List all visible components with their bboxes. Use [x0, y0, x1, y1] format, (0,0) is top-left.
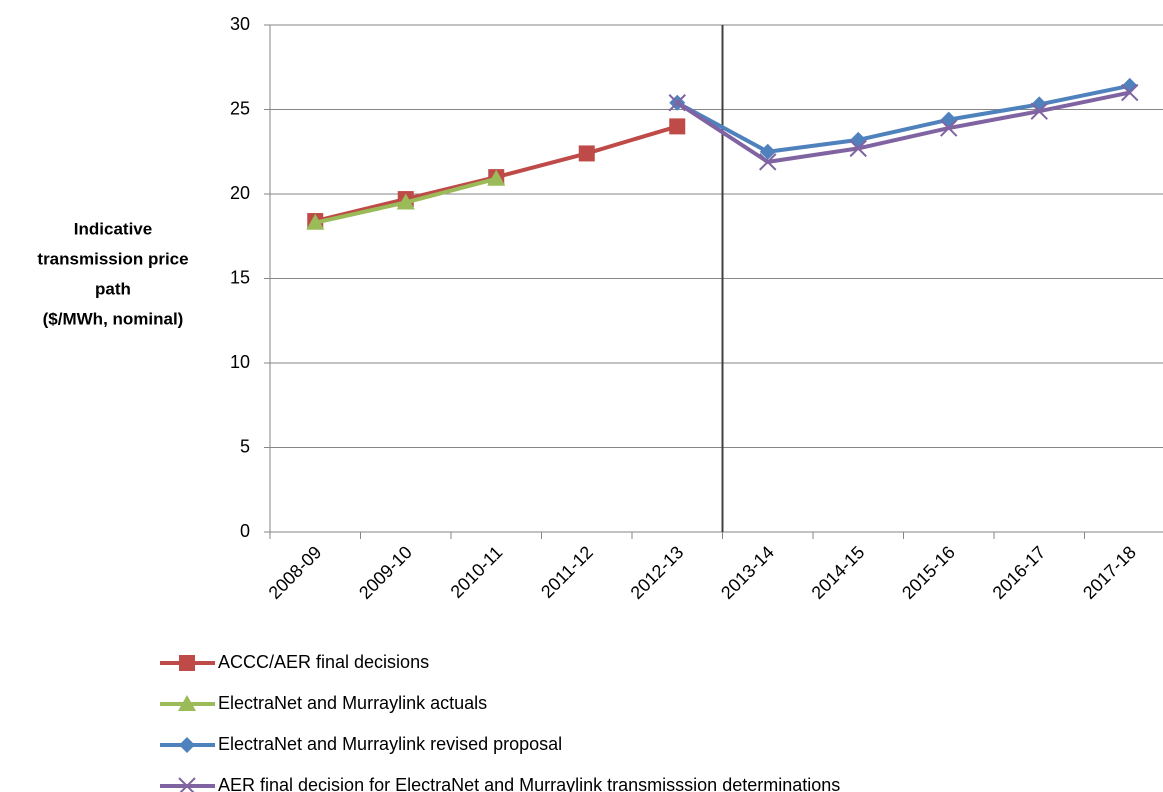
y-axis-label: transmission price [37, 249, 188, 268]
y-tick-label: 30 [230, 14, 250, 34]
marker [759, 143, 776, 160]
y-axis-label: ($/MWh, nominal) [43, 309, 184, 328]
marker [1121, 83, 1139, 102]
y-tick-label: 15 [230, 267, 250, 287]
y-tick-label: 25 [230, 98, 250, 118]
marker [179, 737, 195, 753]
x-tick-label: 2009-10 [355, 542, 416, 603]
marker [396, 193, 415, 210]
x-tick-label: 2017-18 [1079, 542, 1140, 603]
series-line [676, 83, 1131, 154]
marker [306, 213, 325, 230]
marker [178, 695, 196, 711]
x-tick-label: 2012-13 [627, 542, 688, 603]
y-tick-label: 20 [230, 183, 250, 203]
y-axis-label: Indicative [74, 219, 152, 238]
y-tick-label: 5 [240, 436, 250, 456]
marker [1030, 102, 1048, 120]
x-tick-label: 2014-15 [808, 542, 869, 603]
legend-label: ACCC/AER final decisions [218, 652, 429, 672]
x-tick-label: 2013-14 [717, 542, 778, 603]
marker [759, 153, 777, 171]
x-tick-label: 2015-16 [898, 542, 959, 603]
x-tick-label: 2011-12 [537, 542, 597, 602]
marker [940, 119, 958, 137]
marker [669, 118, 686, 135]
y-tick-label: 0 [240, 521, 250, 541]
marker [578, 145, 595, 162]
x-tick-label: 2008-09 [265, 542, 326, 603]
marker [178, 777, 196, 792]
legend-label: ElectraNet and Murraylink actuals [218, 693, 487, 713]
y-axis-label: path [95, 279, 131, 298]
x-tick-label: 2016-17 [989, 542, 1050, 603]
marker [849, 139, 867, 158]
x-tick-label: 2010-11 [447, 542, 507, 602]
marker [487, 169, 506, 186]
legend-label: AER final decision for ElectraNet and Mu… [218, 775, 840, 792]
y-tick-label: 10 [230, 352, 250, 372]
legend-label: ElectraNet and Murraylink revised propos… [218, 734, 562, 754]
marker [179, 655, 195, 671]
marker [668, 94, 686, 112]
series-line [676, 90, 1131, 164]
